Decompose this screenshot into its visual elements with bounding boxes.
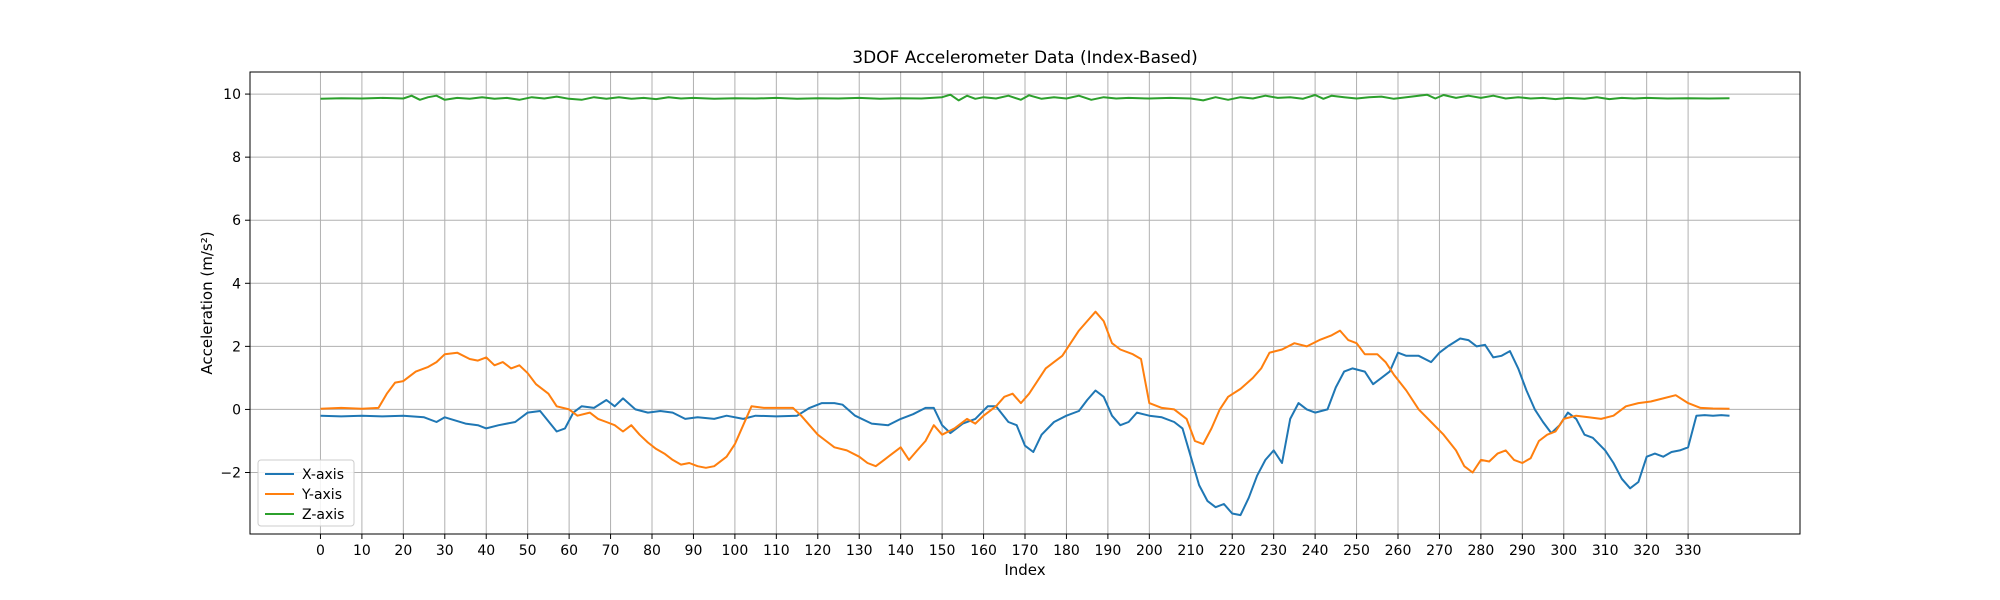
x-tick-label: 190 [1095, 543, 1122, 559]
y-tick-label: 2 [232, 339, 241, 355]
x-tick-label: 150 [929, 543, 956, 559]
x-tick-label: 80 [643, 543, 661, 559]
x-tick-label: 140 [887, 543, 914, 559]
x-tick-label: 260 [1385, 543, 1412, 559]
y-tick-label: 6 [232, 213, 241, 229]
series-line-z-axis [320, 93, 1730, 102]
series-layer [320, 93, 1730, 517]
x-tick-label: 160 [970, 543, 997, 559]
y-tick-label: −2 [220, 466, 241, 482]
y-tick-label: 8 [232, 150, 241, 166]
x-tick-label: 60 [560, 543, 578, 559]
x-tick-label: 180 [1053, 543, 1080, 559]
x-tick-label: 200 [1136, 543, 1163, 559]
x-tick-label: 90 [685, 543, 703, 559]
x-tick-label: 250 [1343, 543, 1370, 559]
series-line-y-axis [320, 310, 1730, 474]
x-tick-label: 20 [394, 543, 412, 559]
x-tick-label: 230 [1260, 543, 1287, 559]
legend: X-axis Y-axis Z-axis [257, 459, 355, 527]
x-tick-label: 210 [1177, 543, 1204, 559]
y-tick-label: 0 [232, 402, 241, 418]
x-tick-label: 320 [1633, 543, 1660, 559]
x-tick-label: 270 [1426, 543, 1453, 559]
x-tick-label: 290 [1509, 543, 1536, 559]
y-tick-label: 4 [232, 276, 241, 292]
x-tick-label: 170 [1012, 543, 1039, 559]
x-tick-label: 100 [722, 543, 749, 559]
legend-label-z-axis: Z-axis [302, 507, 344, 523]
x-tick-label: 220 [1219, 543, 1246, 559]
series-line-x-axis [320, 337, 1730, 517]
x-tick-label: 40 [477, 543, 495, 559]
x-tick-label: 50 [519, 543, 537, 559]
x-tick-label: 240 [1302, 543, 1329, 559]
x-tick-label: 0 [316, 543, 325, 559]
legend-label-y-axis: Y-axis [301, 487, 342, 503]
legend-box [257, 459, 355, 527]
x-tick-label: 30 [436, 543, 454, 559]
x-tick-label: 310 [1592, 543, 1619, 559]
x-tick-label: 280 [1468, 543, 1495, 559]
grid-layer [250, 72, 1800, 534]
x-tick-label: 130 [846, 543, 873, 559]
x-tick-label: 70 [602, 543, 620, 559]
legend-label-x-axis: X-axis [302, 467, 344, 483]
y-tick-label: 10 [223, 87, 241, 103]
tick-layer: 0 10 20 30 40 50 60 70 80 90 100 110 120 130 140 150 160… [220, 87, 1701, 559]
x-tick-label: 330 [1675, 543, 1702, 559]
x-tick-label: 110 [763, 543, 790, 559]
x-tick-label: 300 [1550, 543, 1577, 559]
chart-title: 3DOF Accelerometer Data (Index-Based) [852, 48, 1197, 68]
x-tick-label: 120 [804, 543, 831, 559]
x-tick-label: 10 [353, 543, 371, 559]
x-axis-label: Index [1004, 561, 1045, 579]
y-axis-label: Acceleration (m/s²) [198, 231, 216, 374]
